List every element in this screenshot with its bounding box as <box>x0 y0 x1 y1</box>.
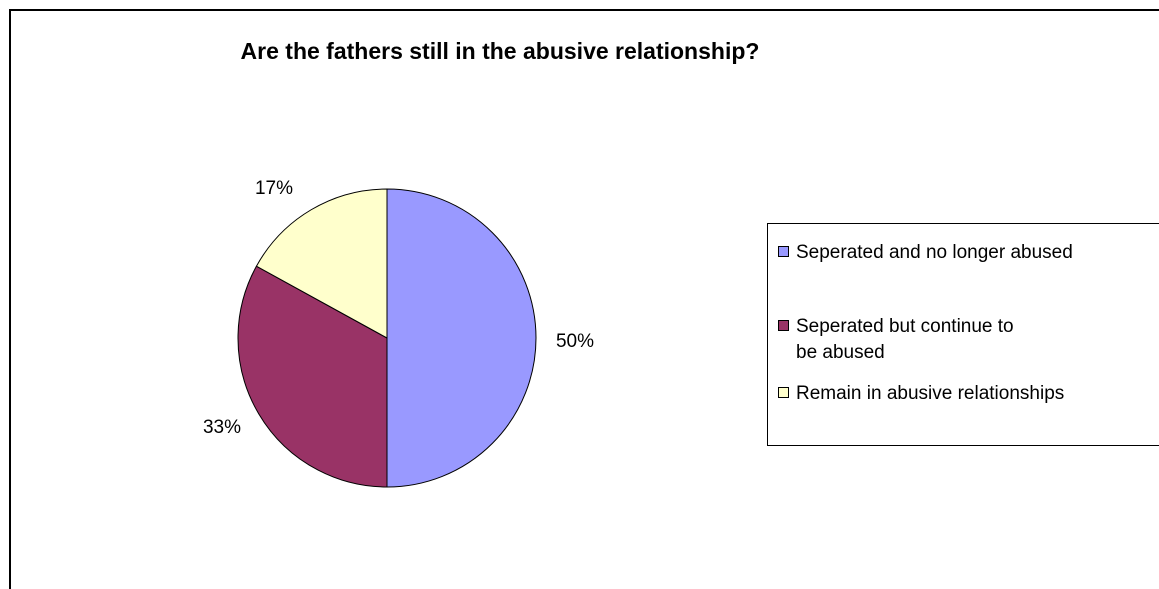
pie-data-label-0: 50% <box>556 331 594 352</box>
legend-swatch-1 <box>778 320 789 331</box>
pie-data-labels: 50% 33% 17% <box>203 178 594 438</box>
pie-data-label-2: 17% <box>255 178 293 199</box>
legend-label-2: Remain in abusive relationships <box>796 383 1065 404</box>
chart-title: Are the fathers still in the abusive rel… <box>240 38 760 64</box>
pie-data-label-1: 33% <box>203 417 241 438</box>
pie-slice-1 <box>237 265 388 488</box>
legend-item-2: Remain in abusive relationships <box>778 381 1158 407</box>
legend-item-0: Seperated and no longer abused <box>778 240 1158 266</box>
legend: Seperated and no longer abused Seperated… <box>767 223 1159 446</box>
legend-swatch-0 <box>778 246 789 257</box>
pie-slice-0 <box>386 188 537 488</box>
legend-item-1: Seperated but continue to be abused <box>778 314 1158 366</box>
pie-slices <box>237 188 537 488</box>
pie-slice-2 <box>255 188 388 339</box>
legend-label-1: Seperated but continue to be abused <box>796 316 1014 363</box>
legend-label-0: Seperated and no longer abused <box>796 242 1073 263</box>
legend-swatch-2 <box>778 387 789 398</box>
